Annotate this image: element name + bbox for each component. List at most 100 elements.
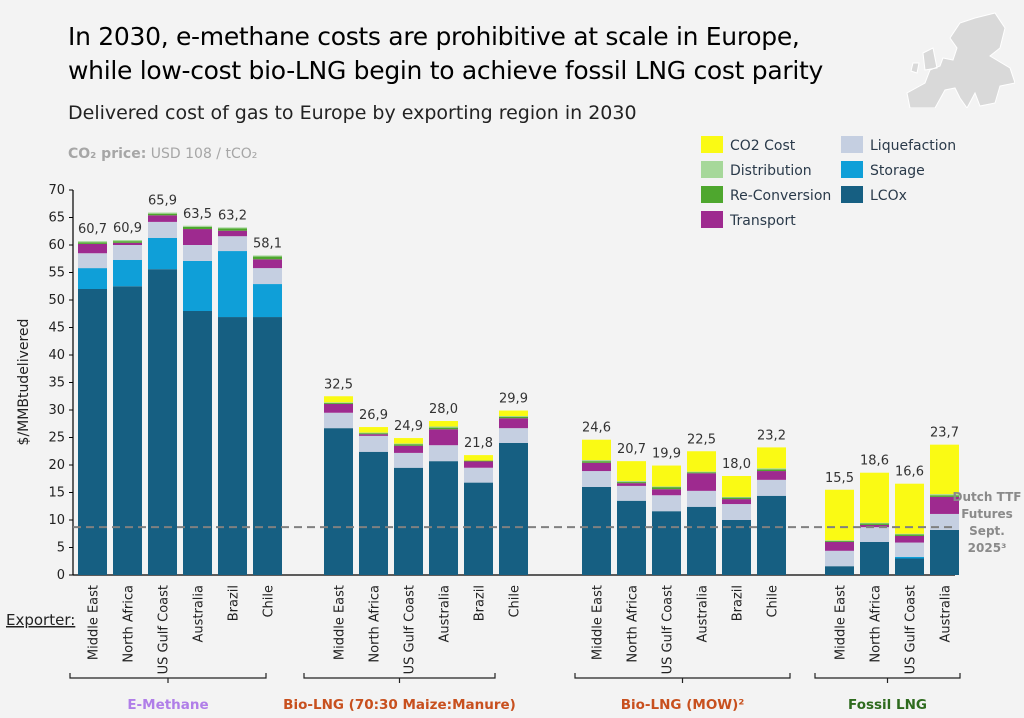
bar-segment-liquefaction xyxy=(394,452,423,468)
legend-item: Storage xyxy=(870,163,925,179)
bar-segment-distribution xyxy=(429,426,458,428)
total-label: 18,0 xyxy=(722,457,751,472)
bar-segment-transport xyxy=(895,535,924,543)
bar-segment-distribution xyxy=(148,212,177,214)
bar-segment-co2-cost xyxy=(394,438,423,444)
bar-segment-lcox xyxy=(394,467,423,575)
bar-segment-lcox xyxy=(499,443,528,575)
total-label: 58,1 xyxy=(253,236,282,251)
x-tick-label: Brazil xyxy=(473,585,488,621)
legend-swatch xyxy=(701,186,723,203)
group-bracket xyxy=(69,673,267,683)
bar-segment-liquefaction xyxy=(930,513,959,530)
x-tick-label: Australia xyxy=(696,585,711,643)
bar-segment-lcox xyxy=(464,482,493,575)
x-tick-label: US Gulf Coast xyxy=(904,585,919,674)
bar-segment-re-conversion xyxy=(757,469,786,472)
reference-line-label: Dutch TTF xyxy=(953,490,1022,504)
bar-segment-distribution xyxy=(582,460,611,462)
total-label: 60,9 xyxy=(113,221,142,236)
bar-segment-transport xyxy=(429,429,458,446)
bar-segment-transport xyxy=(757,471,786,480)
bar-segment-distribution xyxy=(394,443,423,445)
legend-swatch xyxy=(841,186,863,203)
total-label: 65,9 xyxy=(148,194,177,209)
bar-segment-storage xyxy=(253,284,282,318)
legend-item: Re-Conversion xyxy=(730,188,831,204)
bar-segment-distribution xyxy=(757,468,786,470)
bar-segment-transport xyxy=(860,524,889,528)
bar-segment-co2-cost xyxy=(860,472,889,523)
group-bracket xyxy=(814,673,961,683)
y-tick-label: 55 xyxy=(48,266,65,281)
bar-bio-lng-mow--chile xyxy=(757,447,786,575)
bar-segment-distribution xyxy=(825,540,854,542)
bar-segment-lcox xyxy=(218,317,247,575)
legend-item: Transport xyxy=(729,213,796,229)
x-tick-label: Australia xyxy=(939,585,954,643)
bar-segment-storage xyxy=(218,251,247,318)
bar-segment-transport xyxy=(582,462,611,472)
bar-segment-lcox xyxy=(930,529,959,575)
legend-swatch xyxy=(701,161,723,178)
total-label: 19,9 xyxy=(652,447,681,462)
bar-segment-co2-cost xyxy=(617,461,646,481)
group-bracket xyxy=(303,673,496,683)
bar-segment-liquefaction xyxy=(687,490,716,507)
x-tick-label: Middle East xyxy=(834,585,849,660)
total-label: 63,5 xyxy=(183,207,212,222)
bar-segment-transport xyxy=(324,403,353,413)
bar-segment-re-conversion xyxy=(499,416,528,419)
bar-segment-lcox xyxy=(359,451,388,575)
group-label: Bio-LNG (70:30 Maize:Manure) xyxy=(283,697,516,713)
bar-bio-lng-mow--middle-east xyxy=(582,439,611,575)
legend-item: Distribution xyxy=(730,163,812,179)
bar-bio-lng-mow--north-africa xyxy=(617,461,646,575)
bar-segment-lcox xyxy=(253,317,282,575)
bar-bio-lng-70-30-maize-manure--chile xyxy=(499,410,528,575)
bar-segment-lcox xyxy=(324,428,353,575)
y-tick-label: 50 xyxy=(48,293,65,308)
bar-segment-re-conversion xyxy=(687,472,716,474)
y-tick-label: 0 xyxy=(57,568,65,583)
bar-segment-liquefaction xyxy=(722,504,751,520)
co2-price-value: USD 108 / tCO₂ xyxy=(150,146,258,162)
bar-segment-distribution xyxy=(359,432,388,434)
bar-segment-liquefaction xyxy=(652,495,681,512)
bar-segment-lcox xyxy=(825,566,854,575)
y-tick-label: 45 xyxy=(48,321,65,336)
bar-segment-re-conversion xyxy=(78,242,107,244)
bar-segment-transport xyxy=(464,461,493,468)
bar-bio-lng-mow--australia xyxy=(687,451,716,575)
bar-segment-co2-cost xyxy=(582,439,611,461)
y-axis-label: $/MMBtudelivered xyxy=(16,319,32,446)
bar-segment-lcox xyxy=(429,461,458,575)
x-tick-label: Australia xyxy=(192,585,207,643)
bar-segment-re-conversion xyxy=(253,256,282,260)
bar-segment-re-conversion xyxy=(394,444,423,446)
bar-segment-co2-cost xyxy=(757,447,786,469)
bar-segment-lcox xyxy=(78,289,107,575)
bar-segment-lcox xyxy=(148,269,177,575)
bar-segment-transport xyxy=(218,230,247,237)
x-tick-label: US Gulf Coast xyxy=(403,585,418,674)
bar-segment-re-conversion xyxy=(148,213,177,216)
bar-segment-co2-cost xyxy=(499,410,528,417)
bar-e-methane-north-africa xyxy=(113,240,142,575)
y-tick-label: 70 xyxy=(48,183,65,198)
bar-segment-distribution xyxy=(78,241,107,243)
bar-segment-transport xyxy=(825,542,854,551)
bar-segment-re-conversion xyxy=(582,461,611,463)
x-tick-label: North Africa xyxy=(122,585,137,663)
chart-subtitle: Delivered cost of gas to Europe by expor… xyxy=(68,102,637,124)
y-tick-label: 30 xyxy=(48,403,65,418)
bar-segment-transport xyxy=(652,489,681,496)
total-label: 60,7 xyxy=(78,222,107,237)
bar-segment-liquefaction xyxy=(218,236,247,252)
bar-segment-re-conversion xyxy=(930,495,959,497)
total-label: 32,5 xyxy=(324,377,353,392)
x-tick-label: US Gulf Coast xyxy=(661,585,676,674)
bar-bio-lng-70-30-maize-manure--australia xyxy=(429,421,458,575)
bar-segment-re-conversion xyxy=(324,402,353,404)
bar-e-methane-chile xyxy=(253,255,282,575)
